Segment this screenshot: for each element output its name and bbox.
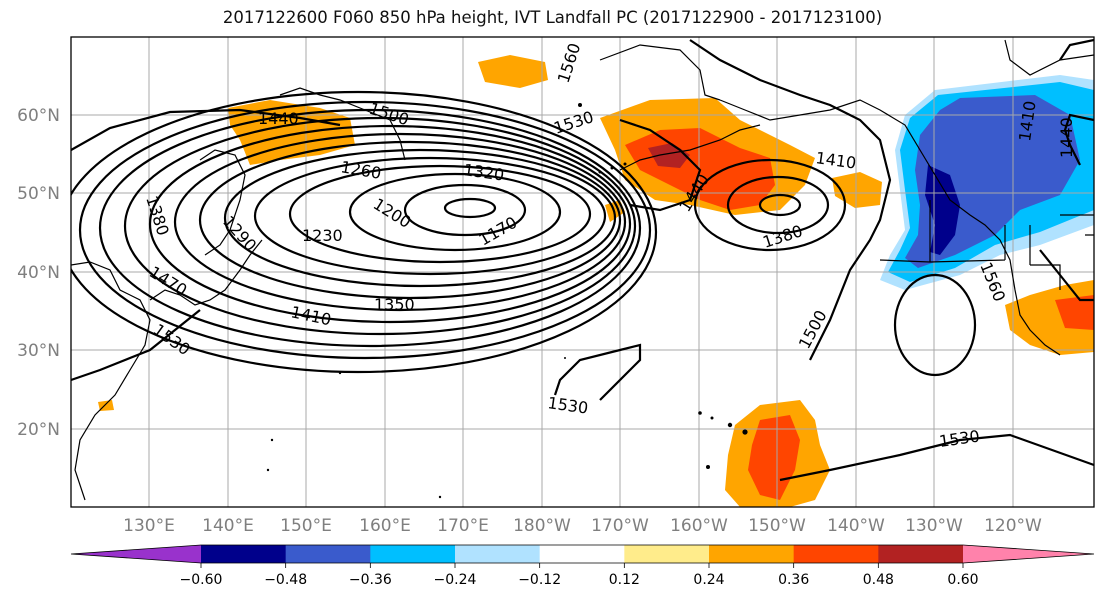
colorbar-tick-label: 0.12 xyxy=(609,572,640,588)
colorbar-tick-label: 0.60 xyxy=(947,572,978,588)
longitude-labels: 130°E 140°E 150°E 160°E 170°E 180°W 170°… xyxy=(123,516,1042,536)
lon-label: 130°E xyxy=(123,516,175,536)
lon-label: 150°W xyxy=(748,516,806,536)
contour-label: 1230 xyxy=(302,226,343,245)
colorbar-cells xyxy=(70,544,1095,564)
colorbar-tick-label: −0.12 xyxy=(518,572,561,588)
colorbar-tick-label: −0.24 xyxy=(434,572,477,588)
lon-label: 170°E xyxy=(437,516,489,536)
colorbar-extend-high xyxy=(963,545,1094,563)
coastlines xyxy=(71,39,1094,501)
colorbar-cell xyxy=(793,545,879,563)
lon-label: 140°E xyxy=(202,516,254,536)
colorbar-tick-label: −0.36 xyxy=(349,572,392,588)
lat-label: 40°N xyxy=(17,263,60,283)
gridlines xyxy=(71,37,1094,507)
contour-label: 1440 xyxy=(258,109,299,128)
colorbar-cell xyxy=(539,545,625,563)
pos-region-sw-us-036 xyxy=(1055,295,1094,330)
map-title: 2017122600 F060 850 hPa height, IVT Land… xyxy=(222,8,883,27)
lon-label: 150°E xyxy=(280,516,332,536)
colorbar-cell xyxy=(709,545,795,563)
colorbar-tick-label: 0.36 xyxy=(778,572,809,588)
lat-label: 50°N xyxy=(17,184,60,204)
lon-label: 130°W xyxy=(905,516,963,536)
contour-label: 1350 xyxy=(374,295,415,314)
colorbar-tick-label: −0.60 xyxy=(180,572,223,588)
contour-label: 1440 xyxy=(1057,117,1076,158)
colorbar-tick-label: 0.24 xyxy=(693,572,724,588)
colorbar-tick-label: 0.48 xyxy=(863,572,894,588)
colorbar-cell xyxy=(455,545,541,563)
colorbar-cell xyxy=(878,545,964,563)
pos-region-small-north xyxy=(478,55,548,88)
colorbar-cell xyxy=(285,545,371,563)
colorbar-cell xyxy=(624,545,710,563)
lon-label: 120°W xyxy=(984,516,1042,536)
map-frame xyxy=(70,36,1095,508)
colorbar-tick-label: −0.48 xyxy=(264,572,307,588)
lat-label: 30°N xyxy=(17,341,60,361)
colorbar-ticks: −0.60 −0.48 −0.36 −0.24 −0.12 0.12 0.24 0.36 0.4… xyxy=(180,563,979,588)
lon-label: 160°E xyxy=(359,516,411,536)
lon-label: 180°W xyxy=(513,516,571,536)
lat-label: 20°N xyxy=(17,420,60,440)
colorbar-cell xyxy=(201,545,287,563)
lon-label: 170°W xyxy=(591,516,649,536)
colorbar: −0.60 −0.48 −0.36 −0.24 −0.12 0.12 0.24 0.36 0.4… xyxy=(70,544,1095,588)
latitude-labels: 60°N 50°N 40°N 30°N 20°N xyxy=(17,106,60,440)
colorbar-extend-low xyxy=(71,545,201,563)
height-contours xyxy=(71,38,1094,482)
colorbar-cell xyxy=(370,545,456,563)
lat-label: 60°N xyxy=(17,106,60,126)
lon-label: 140°W xyxy=(827,516,885,536)
lon-label: 160°W xyxy=(670,516,728,536)
